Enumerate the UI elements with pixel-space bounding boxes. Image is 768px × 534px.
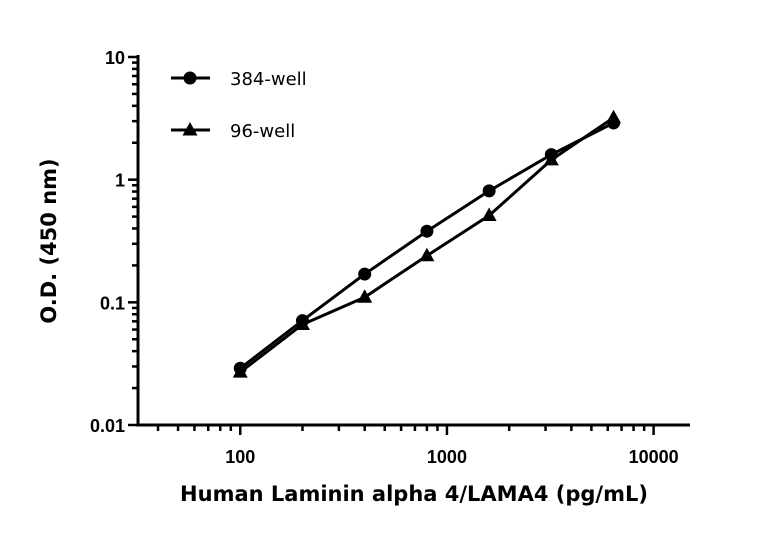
legend-item: 384-well <box>171 69 307 90</box>
data-point-triangle <box>232 364 248 378</box>
x-axis-title: Human Laminin alpha 4/LAMA4 (pg/mL) <box>180 482 648 506</box>
series-line <box>239 116 615 374</box>
data-point-circle <box>358 267 372 281</box>
legend-label: 96-well <box>230 121 295 142</box>
series-line <box>239 121 615 370</box>
series-384-well <box>233 116 621 375</box>
series-layer <box>232 109 622 378</box>
data-point-circle <box>482 184 496 198</box>
data-point-triangle <box>606 109 622 124</box>
x-tick-label: 1000 <box>427 447 467 467</box>
data-point-triangle <box>419 247 435 262</box>
y-axis-title: O.D. (450 nm) <box>37 158 61 323</box>
series-96-well <box>232 109 622 378</box>
x-tick-label: 100 <box>225 447 255 467</box>
data-point-triangle <box>357 289 373 303</box>
legend-marker-circle <box>183 71 197 85</box>
data-point-triangle <box>481 207 497 222</box>
y-tick-label: 10 <box>105 48 125 68</box>
data-point-triangle <box>543 151 559 166</box>
data-point-circle <box>420 224 434 238</box>
data-point-triangle <box>294 316 310 330</box>
axes: 0.01 0.1 1 10 100 1000 10000 <box>90 48 690 467</box>
legend-label: 384-well <box>230 69 307 90</box>
legend-marker-triangle <box>182 122 198 136</box>
legend-item: 96-well <box>171 121 295 142</box>
x-tick-label: 10000 <box>629 447 679 467</box>
y-tick-label: 0.01 <box>90 416 125 436</box>
y-tick-label: 1 <box>115 171 125 191</box>
legend: 384-well 96-well <box>171 69 307 142</box>
y-tick-label: 0.1 <box>100 293 125 313</box>
